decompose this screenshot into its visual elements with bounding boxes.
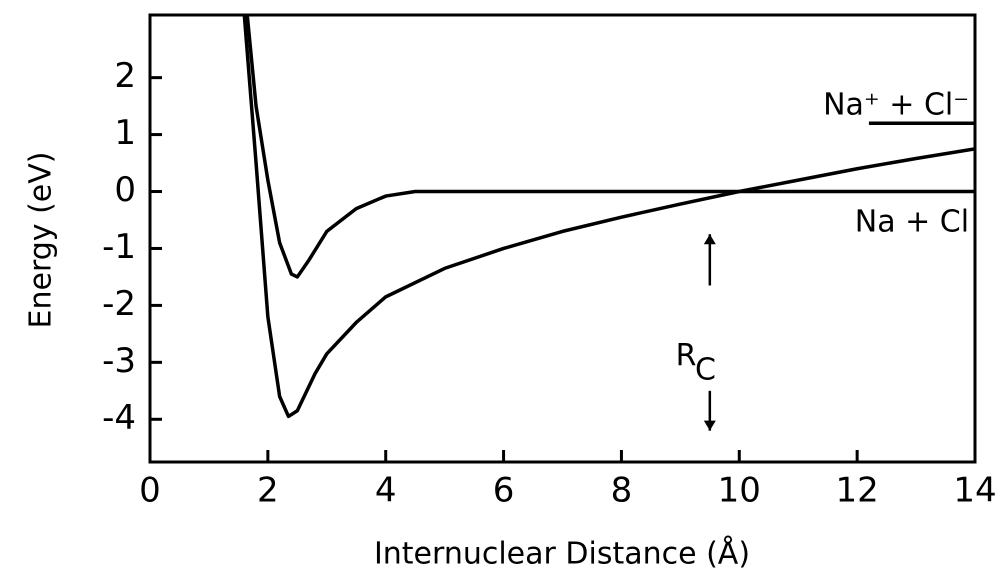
y-tick-label: -3 bbox=[102, 341, 136, 381]
x-tick-label: 10 bbox=[718, 471, 761, 511]
arrow-head bbox=[703, 420, 716, 431]
x-tick-label: 2 bbox=[257, 471, 279, 511]
y-tick-label: -2 bbox=[102, 284, 136, 324]
annotation: Na + Cl bbox=[855, 204, 969, 239]
y-tick-label: 1 bbox=[114, 113, 136, 153]
y-tick-label: 2 bbox=[114, 56, 136, 96]
x-axis-label: Internuclear Distance (Å) bbox=[374, 536, 750, 572]
annotation-text: R bbox=[676, 338, 696, 373]
plot-frame bbox=[148, 13, 977, 464]
y-tick-label: -4 bbox=[102, 398, 136, 438]
arrow-head bbox=[703, 234, 716, 245]
x-tick-label: 0 bbox=[139, 471, 161, 511]
x-tick-label: 4 bbox=[375, 471, 397, 511]
y-tick-label: 0 bbox=[114, 170, 136, 210]
annotation: RC bbox=[676, 338, 716, 387]
x-tick-label: 6 bbox=[493, 471, 515, 511]
annotation: Na⁺ + Cl⁻ bbox=[823, 88, 969, 123]
y-axis-label: Energy (eV) bbox=[24, 152, 59, 329]
x-tick-label: 14 bbox=[953, 471, 996, 511]
plot-area bbox=[242, 15, 975, 419]
x-tick-label: 12 bbox=[836, 471, 879, 511]
x-tick-label: 8 bbox=[611, 471, 633, 511]
annotation-subscript: C bbox=[695, 352, 716, 387]
curve bbox=[242, 15, 975, 419]
y-tick-label: -1 bbox=[102, 227, 136, 267]
curve bbox=[245, 15, 975, 279]
